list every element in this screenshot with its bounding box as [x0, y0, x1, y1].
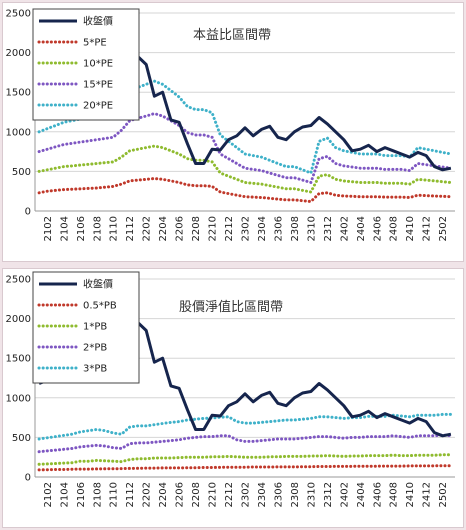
- y-tick-label: 0: [25, 473, 31, 484]
- x-tick-label: 2402: [339, 216, 350, 241]
- x-tick-label: 2310: [306, 482, 317, 507]
- x-tick-label: 2502: [438, 216, 449, 241]
- legend: [32, 271, 140, 384]
- x-tick-label: 2306: [273, 216, 284, 241]
- series-line-1: [37, 464, 453, 472]
- legend-label: 10*PE: [83, 59, 113, 70]
- pe-band-chart-panel: 0 500 1000 1500 2000 2500 2102 2104 2106 2108 2110…: [2, 2, 464, 262]
- x-tick-label: 2104: [59, 216, 70, 241]
- legend-label: 收盤價: [83, 278, 113, 291]
- x-tick-label: 2212: [224, 216, 235, 241]
- chart-title: 本益比區間帶: [193, 28, 271, 43]
- y-tick-label: 1500: [6, 88, 31, 99]
- x-tick-label: 2502: [438, 482, 449, 507]
- y-tick-label: 2000: [6, 48, 31, 59]
- x-tick-label: 2312: [323, 216, 334, 241]
- y-tick-label: 2500: [6, 275, 31, 286]
- x-tick-label: 2412: [422, 216, 433, 241]
- x-tick-label: 2302: [241, 216, 252, 241]
- series-line-2: [37, 453, 453, 466]
- series-line-1: [37, 176, 453, 204]
- series-line-3: [37, 433, 453, 454]
- series-line-4: [37, 412, 453, 441]
- y-tick-label: 2500: [6, 9, 31, 20]
- x-tick-label: 2408: [389, 482, 400, 507]
- x-tick-label: 2206: [175, 482, 186, 507]
- x-tick-label: 2106: [76, 216, 87, 241]
- x-tick-label: 2102: [43, 482, 54, 507]
- y-tick-label: 1000: [6, 127, 31, 138]
- x-tick-label: 2412: [422, 482, 433, 507]
- x-tick-label: 2304: [257, 216, 268, 241]
- x-tick-label: 2102: [43, 216, 54, 241]
- y-tick-label: 1500: [6, 354, 31, 365]
- x-tick-label: 2110: [109, 216, 120, 241]
- series-line-2: [37, 144, 453, 194]
- legend: [32, 8, 140, 121]
- x-tick-label: 2210: [208, 216, 219, 241]
- x-tick-label: 2104: [59, 482, 70, 507]
- x-tick-label: 2406: [372, 216, 383, 241]
- y-tick-label: 1000: [6, 393, 31, 404]
- x-tick-label: 2112: [125, 216, 136, 241]
- legend-label: 15*PE: [83, 80, 113, 91]
- x-tick-label: 2208: [191, 216, 202, 241]
- legend-label: 收盤價: [83, 15, 113, 28]
- y-tick-label: 0: [25, 207, 31, 218]
- chart-title: 股價淨值比區間帶: [179, 299, 283, 315]
- pb-band-chart: 0 500 1000 1500 2000 2500 2102 2104 2106 2108 2110…: [6, 271, 455, 507]
- x-tick-label: 2404: [356, 216, 367, 241]
- y-tick-label: 500: [12, 433, 31, 444]
- x-tick-label: 2106: [76, 482, 87, 507]
- x-tick-label: 2402: [339, 482, 350, 507]
- legend-label: 1*PB: [83, 322, 107, 333]
- y-tick-label: 2000: [6, 314, 31, 325]
- x-tick-label: 2112: [125, 482, 136, 507]
- y-tick-label: 500: [12, 167, 31, 178]
- x-tick-label: 2204: [158, 482, 169, 507]
- pb-band-chart-panel: 0 500 1000 1500 2000 2500 2102 2104 2106 2108 2110…: [2, 268, 464, 528]
- x-tick-label: 2210: [208, 482, 219, 507]
- x-tick-label: 2308: [290, 216, 301, 241]
- x-tick-label: 2212: [224, 482, 235, 507]
- legend-label: 0.5*PB: [83, 301, 117, 312]
- x-tick-label: 2410: [405, 216, 416, 241]
- x-tick-label: 2302: [241, 482, 252, 507]
- x-tick-label: 2406: [372, 482, 383, 507]
- x-tick-label: 2202: [142, 482, 153, 507]
- x-tick-label: 2204: [158, 216, 169, 241]
- x-tick-label: 2110: [109, 482, 120, 507]
- series-line-3: [37, 112, 453, 185]
- x-tick-label: 2404: [356, 482, 367, 507]
- x-tick-label: 2410: [405, 482, 416, 507]
- x-tick-label: 2202: [142, 216, 153, 241]
- x-tick-label: 2108: [92, 482, 103, 507]
- x-tick-label: 2306: [273, 482, 284, 507]
- x-tick-label: 2310: [306, 216, 317, 241]
- x-tick-label: 2108: [92, 216, 103, 241]
- legend-label: 2*PB: [83, 343, 107, 354]
- x-tick-label: 2312: [323, 482, 334, 507]
- legend-label: 20*PE: [83, 101, 113, 112]
- pe-band-chart: 0 500 1000 1500 2000 2500 2102 2104 2106 2108 2110…: [6, 8, 455, 241]
- x-tick-label: 2208: [191, 482, 202, 507]
- x-tick-label: 2304: [257, 482, 268, 507]
- legend-label: 5*PE: [83, 38, 107, 49]
- x-tick-label: 2308: [290, 482, 301, 507]
- legend-label: 3*PB: [83, 364, 107, 375]
- x-tick-label: 2206: [175, 216, 186, 241]
- x-tick-label: 2408: [389, 216, 400, 241]
